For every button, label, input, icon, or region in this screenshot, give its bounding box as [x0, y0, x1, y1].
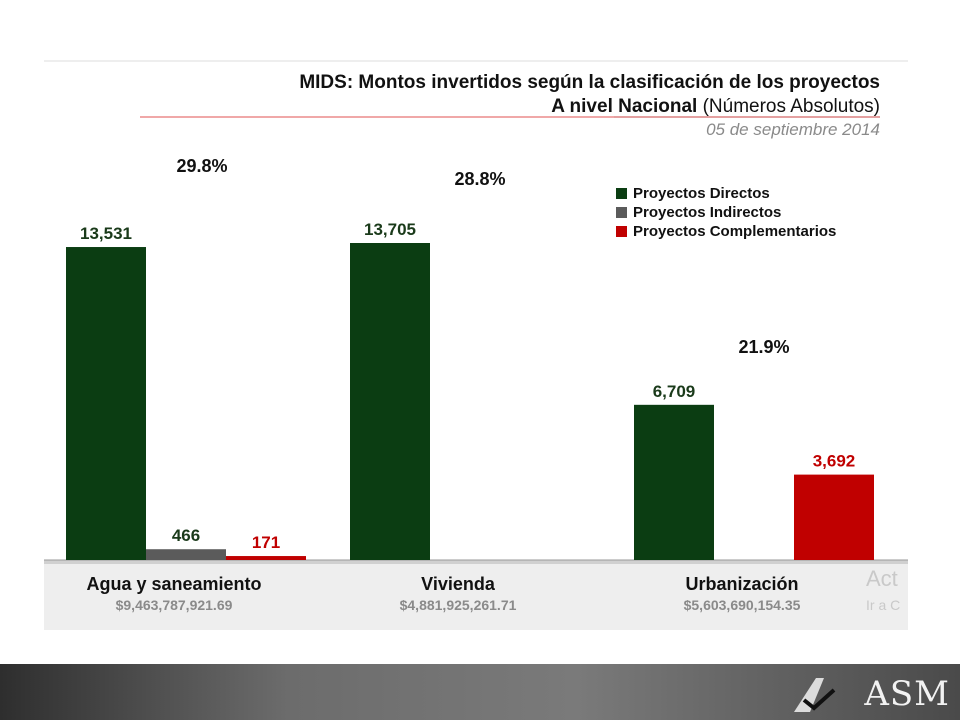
category-percentage-1: 28.8%	[454, 169, 505, 189]
watermark-line-2: Ir a C	[866, 597, 901, 613]
chart-title-line-2: A nivel Nacional (Números Absolutos)	[551, 96, 880, 118]
legend-label-complementarios: Proyectos Complementarios	[633, 223, 837, 240]
legend-item-directos: Proyectos Directos	[616, 184, 836, 203]
asm-logo-icon	[794, 678, 836, 712]
legend-swatch-complementarios	[616, 226, 627, 237]
asm-logo-text: ASM	[864, 674, 950, 714]
x-tick-label-0: Agua y saneamiento	[86, 574, 261, 594]
category-band	[44, 564, 908, 630]
bar-directos-1	[350, 243, 430, 560]
x-tick-label-1: Vivienda	[421, 574, 496, 594]
chart-subtitle-date: 05 de septiembre 2014	[706, 120, 880, 139]
legend-swatch-directos	[616, 188, 627, 199]
chart-title-scope: A nivel Nacional	[551, 96, 698, 117]
category-amount-2: $5,603,690,154.35	[684, 597, 801, 613]
chart-title-unit: (Números Absolutos)	[702, 96, 880, 117]
bar-complementarios-2	[794, 474, 874, 560]
category-percentage-0: 29.8%	[176, 156, 227, 176]
x-tick-label-2: Urbanización	[685, 574, 798, 594]
data-label-indirectos-0: 466	[172, 526, 200, 545]
bar-directos-2	[634, 404, 714, 560]
legend-item-complementarios: Proyectos Complementarios	[616, 222, 836, 241]
baseline-shadow	[44, 560, 908, 564]
data-label-complementarios-2: 3,692	[813, 452, 856, 471]
bar-complementarios-0	[226, 556, 306, 560]
data-label-directos-0: 13,531	[80, 224, 132, 243]
legend-swatch-indirectos	[616, 207, 627, 218]
data-label-directos-2: 6,709	[653, 382, 696, 401]
data-label-complementarios-0: 171	[252, 533, 280, 552]
bar-indirectos-0	[146, 549, 226, 560]
legend-label-directos: Proyectos Directos	[633, 185, 770, 202]
legend-item-indirectos: Proyectos Indirectos	[616, 203, 836, 222]
data-label-directos-1: 13,705	[364, 220, 416, 239]
category-percentage-2: 21.9%	[738, 337, 789, 357]
bar-plot: 13,531 466 171 29.8% Agua y saneamiento $9,46…	[44, 60, 908, 630]
bar-directos-0	[66, 247, 146, 560]
chart-area: MIDS: Montos invertidos según la clasifi…	[44, 60, 908, 630]
legend-label-indirectos: Proyectos Indirectos	[633, 204, 782, 221]
chart-title: MIDS: Montos invertidos según la clasifi…	[299, 72, 880, 93]
watermark-text: Act Ir a C	[866, 566, 900, 618]
category-amount-1: $4,881,925,261.71	[400, 597, 517, 613]
legend: Proyectos Directos Proyectos Indirectos …	[616, 184, 836, 241]
category-amount-0: $9,463,787,921.69	[116, 597, 233, 613]
watermark-line-1: Act	[866, 566, 898, 591]
